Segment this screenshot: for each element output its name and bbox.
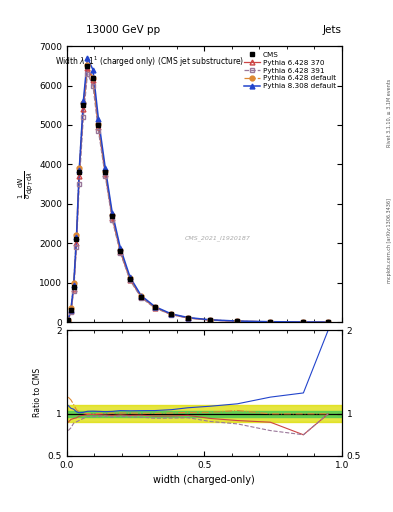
Y-axis label: Ratio to CMS: Ratio to CMS bbox=[33, 368, 42, 417]
Text: Jets: Jets bbox=[323, 25, 342, 35]
Legend: CMS, Pythia 6.428 370, Pythia 6.428 391, Pythia 6.428 default, Pythia 8.308 defa: CMS, Pythia 6.428 370, Pythia 6.428 391,… bbox=[242, 50, 338, 92]
Text: CMS_2021_I1920187: CMS_2021_I1920187 bbox=[185, 236, 251, 241]
X-axis label: width (charged-only): width (charged-only) bbox=[154, 475, 255, 485]
Text: Width $\lambda\_1^1$ (charged only) (CMS jet substructure): Width $\lambda\_1^1$ (charged only) (CMS… bbox=[55, 54, 244, 69]
Y-axis label: $\frac{1}{\sigma}\frac{\mathrm{d}N}{\mathrm{d}p_T\,\mathrm{d}\lambda}$: $\frac{1}{\sigma}\frac{\mathrm{d}N}{\mat… bbox=[17, 169, 36, 199]
Text: 13000 GeV pp: 13000 GeV pp bbox=[86, 25, 161, 35]
Text: mcplots.cern.ch [arXiv:1306.3436]: mcplots.cern.ch [arXiv:1306.3436] bbox=[387, 198, 391, 283]
Text: Rivet 3.1.10, ≥ 3.1M events: Rivet 3.1.10, ≥ 3.1M events bbox=[387, 78, 391, 147]
